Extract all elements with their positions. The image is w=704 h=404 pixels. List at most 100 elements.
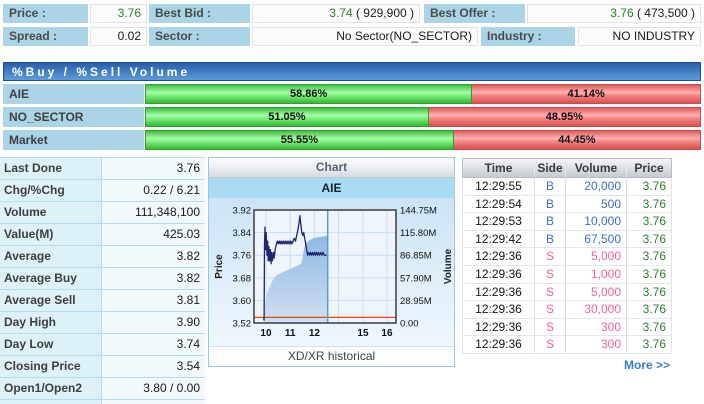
buy-sell-bar: 58.86% 41.14% [145, 84, 701, 104]
trade-volume: 10,000 [566, 213, 627, 230]
best-offer-value: 3.76 ( 473,500 ) [527, 4, 701, 23]
stat-value: 3.54 [102, 356, 205, 377]
stat-value: 3.90 [102, 312, 205, 333]
buy-percent-bar: 58.86% [145, 84, 473, 104]
trade-price: 3.76 [642, 302, 666, 317]
stat-label: Average Sell [0, 290, 102, 311]
trade-row: 12:29:36 S 300 3.76 [462, 318, 672, 337]
buy-sell-row-label: AIE [3, 84, 144, 104]
trade-volume: 5,000 [566, 283, 627, 301]
chart-body: 3.92 3.84 3.76 3.68 3.60 3.52 144.75M 115.80M 86… [209, 198, 454, 346]
trade-row: 12:29:36 S 5,000 3.76 [462, 248, 672, 266]
stat-label: Closing Price [0, 356, 102, 377]
stat-row: Average Buy 3.82 [0, 268, 205, 290]
stat-label [0, 400, 102, 404]
stat-value [102, 400, 205, 404]
stat-row: Day High 3.90 [0, 312, 205, 334]
stat-row: Average 3.82 [0, 246, 205, 268]
buy-percent-value: 58.86% [289, 88, 328, 100]
chart-panel-title: Chart [209, 158, 454, 178]
buy-percent-value: 51.05% [268, 111, 306, 123]
trade-side: B [535, 195, 566, 213]
stat-label: Chg/%Chg [0, 180, 102, 201]
svg-text:115.80M: 115.80M [400, 228, 436, 239]
trade-time: 12:29:36 [463, 318, 535, 336]
stat-row: Chg/%Chg 0.22 / 6.21 [0, 180, 205, 202]
best-bid-price: 3.74 [329, 6, 353, 20]
stat-label: Day High [0, 312, 102, 333]
best-bid-label: Best Bid : [149, 4, 250, 23]
stat-row: Day Low 3.74 [0, 334, 205, 356]
sector-label: Sector : [149, 27, 250, 46]
trades-table: Time Side Volume Price 12:29:55 B 20,000 3.… [462, 158, 672, 354]
stat-value: 0.22 / 6.21 [102, 180, 205, 201]
industry-value: NO INDUSTRY [578, 27, 701, 46]
stat-value: 111,348,100 [102, 202, 205, 223]
stat-row: Value(M) 425.03 [0, 224, 205, 246]
trade-price: 3.76 [642, 266, 666, 281]
svg-text:3.68: 3.68 [233, 273, 252, 284]
industry-label: Industry : [481, 27, 575, 46]
column-header-price: Price [634, 161, 664, 175]
trade-time: 12:29:36 [463, 301, 535, 318]
trade-row: 12:29:55 B 20,000 3.76 [462, 178, 672, 196]
buy-percent-value: 55.55% [280, 134, 319, 146]
stat-value: 3.80 / 0.00 [102, 378, 205, 399]
svg-text:16: 16 [381, 328, 393, 339]
stat-row: Closing Price 3.54 [0, 356, 205, 378]
trade-row: 12:29:36 S 1,000 3.76 [462, 265, 672, 284]
stat-value: 3.81 [102, 290, 205, 311]
trade-side: S [535, 318, 566, 336]
stat-row: Last Done 3.76 [0, 158, 205, 180]
trade-side: S [535, 283, 566, 301]
stat-value: 3.82 [102, 268, 205, 289]
svg-text:86.85M: 86.85M [400, 251, 432, 262]
xd-xr-historical-link[interactable]: XD/XR historical [209, 346, 454, 366]
stats-table: Last Done 3.76 Chg/%Chg 0.22 / 6.21 Volume 11… [0, 157, 205, 404]
trade-price: 3.76 [642, 337, 666, 352]
svg-text:3.84: 3.84 [233, 228, 252, 239]
trade-volume: 300 [566, 318, 627, 336]
sell-percent-value: 41.14% [567, 88, 605, 100]
trade-row: 12:29:36 S 30,000 3.76 [462, 301, 672, 319]
trade-time: 12:29:53 [463, 213, 535, 230]
stat-value: 3.76 [102, 158, 205, 179]
svg-text:15: 15 [357, 328, 369, 339]
sector-value: No Sector(NO_SECTOR) [252, 27, 478, 46]
svg-text:3.52: 3.52 [233, 319, 252, 330]
best-bid-qty: ( 929,900 ) [352, 6, 414, 20]
trade-row: 12:29:36 S 5,000 3.76 [462, 283, 672, 302]
trade-row: 12:29:36 S 300 3.76 [462, 336, 672, 354]
stat-row: Open1/Open2 3.80 / 0.00 [0, 378, 205, 400]
trades-table-header: Time Side Volume Price [462, 158, 672, 178]
stat-value: 3.74 [102, 334, 205, 355]
stat-label: Volume [0, 202, 102, 223]
svg-text:28.95M: 28.95M [400, 296, 432, 307]
stat-row-partial [0, 400, 205, 404]
best-offer-qty: ( 473,500 ) [633, 6, 695, 20]
trade-side: S [535, 248, 566, 265]
buy-sell-bar: 55.55% 44.45% [145, 130, 701, 150]
svg-text:3.76: 3.76 [233, 251, 252, 262]
trade-volume: 30,000 [566, 301, 627, 318]
svg-text:3.92: 3.92 [233, 206, 252, 217]
price-volume-chart: 3.92 3.84 3.76 3.68 3.60 3.52 144.75M 115.80M 86… [214, 206, 454, 340]
buy-sell-row-label: Market [3, 130, 144, 150]
chart-symbol-label: AIE [209, 178, 454, 198]
column-header-side: Side [535, 159, 566, 177]
svg-text:12: 12 [309, 328, 321, 339]
trade-time: 12:29:55 [463, 178, 535, 195]
trade-volume: 500 [566, 195, 627, 213]
sell-percent-value: 48.95% [545, 111, 584, 123]
sell-percent-bar: 41.14% [472, 84, 701, 104]
buy-sell-row: NO_SECTOR 51.05% 48.95% [0, 107, 704, 127]
spread-value: 0.02 [90, 27, 147, 46]
more-trades-link[interactable]: More >> [623, 358, 670, 372]
trade-time: 12:29:54 [463, 195, 535, 213]
trade-row: 12:29:53 B 10,000 3.76 [462, 213, 672, 231]
sell-percent-value: 44.45% [558, 134, 596, 146]
spread-label: Spread : [3, 27, 88, 46]
buy-sell-volume-section-header: %Buy / %Sell Volume [3, 62, 701, 81]
best-offer-price: 3.76 [610, 6, 634, 20]
